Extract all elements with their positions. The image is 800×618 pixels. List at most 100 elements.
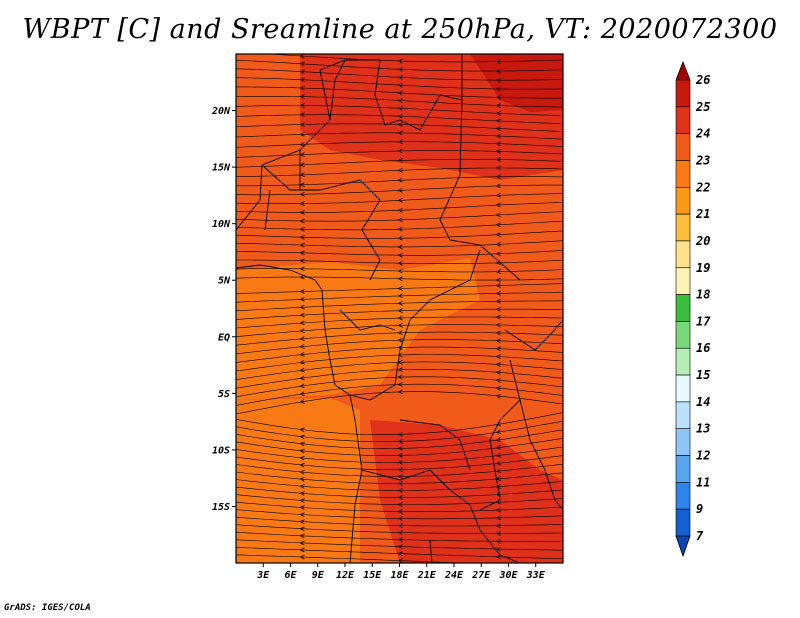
streamline-arrow <box>495 362 501 367</box>
streamline <box>236 331 563 346</box>
y-tick-label: 15N <box>212 163 231 174</box>
streamline-arrow <box>495 452 501 458</box>
streamline-arrow <box>495 378 501 383</box>
streamline-arrow <box>299 462 305 468</box>
streamline-arrow <box>299 491 305 496</box>
colorbar-label: 20 <box>695 234 710 248</box>
streamline <box>236 383 563 406</box>
streamline-arrow <box>397 481 403 486</box>
colorbar-label: 17 <box>696 314 711 328</box>
colorbar-segment <box>675 347 691 376</box>
streamline-arrow <box>299 304 305 310</box>
y-tick-label: 20N <box>211 106 231 117</box>
x-tick-label: 15E <box>363 570 382 581</box>
streamline-arrow <box>397 293 403 299</box>
streamline <box>236 501 563 512</box>
streamline <box>236 268 563 273</box>
streamline <box>236 532 563 542</box>
streamline-arrow <box>495 507 501 513</box>
streamline <box>236 220 563 231</box>
streamline-arrow <box>495 95 501 100</box>
streamline <box>236 240 563 248</box>
x-tick-label: 21E <box>417 570 437 581</box>
streamline-arrow <box>299 94 305 100</box>
streamline-arrow <box>299 131 305 137</box>
streamline-arrow <box>299 201 305 206</box>
streamline-arrow <box>299 547 305 553</box>
colorbar-label: 23 <box>695 153 710 167</box>
streamline <box>236 420 563 442</box>
streamline-arrow <box>397 113 403 119</box>
streamline-arrow <box>397 260 403 266</box>
streamline-arrow <box>299 103 305 108</box>
colorbar-top-arrow <box>675 60 691 81</box>
streamline-arrow <box>299 383 305 389</box>
streamline <box>236 547 563 560</box>
streamline-arrow <box>495 538 501 544</box>
streamline-arrow <box>495 241 501 247</box>
streamline-arrow <box>397 516 403 521</box>
streamline-arrow <box>299 519 305 525</box>
streamline-arrow <box>299 441 305 447</box>
streamline-arrow <box>397 551 403 557</box>
streamline-arrow <box>495 460 501 466</box>
streamline-arrow <box>299 469 305 475</box>
streamline <box>236 114 563 124</box>
x-tick-label: 27E <box>471 570 491 581</box>
x-tick-label: 30E <box>498 570 518 581</box>
streamline <box>236 150 563 158</box>
colorbar-segment <box>675 374 691 403</box>
streamline <box>236 259 563 264</box>
streamline-arrow <box>495 290 501 296</box>
colorbar-segment <box>675 428 691 456</box>
streamline-arrow <box>397 322 403 328</box>
streamline-arrow <box>397 374 403 380</box>
streamline-arrow <box>397 58 403 64</box>
streamline <box>236 276 563 281</box>
streamline-arrow <box>299 289 305 294</box>
streamline-arrow <box>299 359 305 365</box>
streamline <box>236 193 563 204</box>
streamline-arrow <box>495 314 501 320</box>
streamline-arrow <box>299 434 305 440</box>
colorbar-label: 19 <box>696 261 710 275</box>
colorbar-segment <box>675 294 691 322</box>
streamline-arrow <box>299 266 305 272</box>
grads-credit: GrADS: IGES/COLA <box>4 603 91 613</box>
y-tick-label: 5S <box>218 389 230 400</box>
streamline-arrow <box>397 330 403 336</box>
colorbar-label: 26 <box>695 73 710 87</box>
streamline-arrow <box>397 431 403 437</box>
colorbar-segment <box>675 267 691 295</box>
streamline-arrow <box>397 177 403 183</box>
streamline-arrow <box>495 393 501 399</box>
colorbar-segment <box>675 133 691 161</box>
streamline-arrow <box>299 484 305 489</box>
streamline-arrow <box>495 277 501 283</box>
streamline-arrow <box>397 82 403 88</box>
streamline-arrow <box>397 352 403 358</box>
streamline-arrow <box>299 427 305 433</box>
streamline-arrow <box>397 226 403 232</box>
streamline <box>236 455 563 470</box>
field-region-23-east <box>480 290 563 440</box>
streamline-arrow <box>397 286 403 291</box>
streamline-arrow <box>397 509 403 514</box>
streamline <box>236 159 563 168</box>
streamline <box>236 376 563 398</box>
streamline-arrow <box>299 505 305 510</box>
streamline-arrow <box>397 67 403 72</box>
streamline-arrow <box>495 338 501 344</box>
streamline-arrow <box>299 312 305 318</box>
streamline-arrow <box>397 308 403 313</box>
colorbar-label: 15 <box>696 368 710 382</box>
streamline-arrow <box>495 330 501 336</box>
streamline-arrow <box>299 554 305 560</box>
streamline <box>236 283 563 294</box>
streamline-arrow <box>397 502 403 507</box>
streamline-arrow <box>397 544 403 550</box>
streamline-arrow <box>397 90 403 96</box>
streamline-arrow <box>299 274 305 280</box>
streamline <box>236 141 563 148</box>
colorbar-segment <box>675 79 691 108</box>
